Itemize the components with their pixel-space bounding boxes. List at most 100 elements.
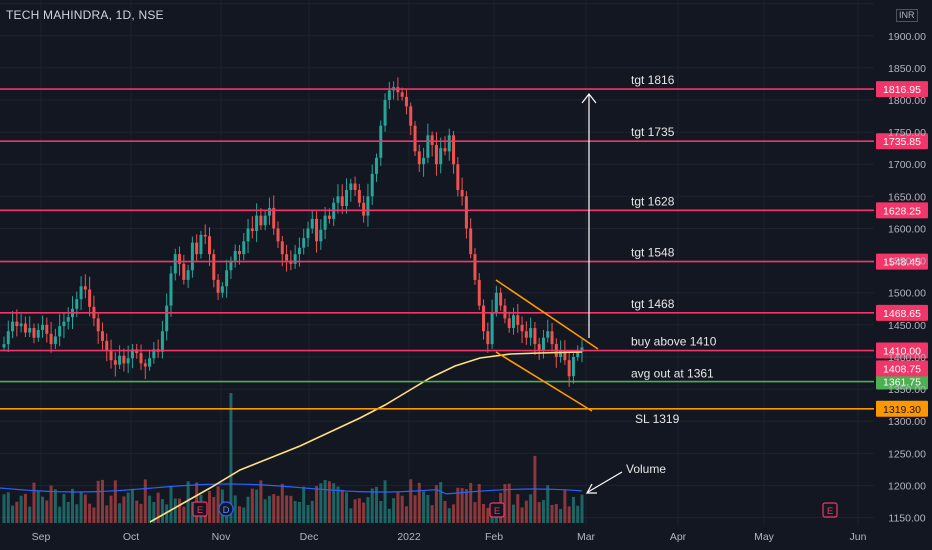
volume-bar (297, 501, 301, 523)
volume-bar (524, 500, 528, 523)
level-label-target: tgt 1548 (631, 246, 675, 260)
volume-bar (105, 505, 109, 523)
candle-body (417, 151, 421, 165)
candle-body (323, 215, 327, 230)
y-tick-label: 1650.00 (888, 191, 926, 203)
candle-body (409, 106, 413, 126)
volume-bar (58, 506, 62, 523)
volume-bar (374, 486, 378, 523)
candle-body (45, 324, 49, 334)
volume-bar (396, 491, 400, 523)
volume-bar (332, 483, 336, 523)
x-tick-label: 2022 (397, 531, 421, 543)
volume-bar (2, 494, 6, 523)
candle-body (362, 202, 366, 216)
volume-bar (100, 479, 104, 523)
candle-body (130, 349, 134, 359)
candle-body (293, 254, 297, 264)
candle-body (113, 360, 117, 365)
volume-bar (567, 506, 571, 523)
candle-body (242, 241, 246, 255)
candle-body (32, 328, 36, 338)
volume-bar (285, 495, 289, 523)
level-label-sl: SL 1319 (635, 412, 680, 426)
volume-label: Volume (626, 462, 666, 476)
y-tick-label: 1300.00 (888, 416, 926, 428)
candle-body (122, 355, 126, 364)
candle-body (250, 228, 254, 232)
price-tag-buy (876, 342, 928, 359)
volume-bar (507, 483, 511, 523)
candle-body (216, 279, 220, 293)
volume-bar (92, 507, 96, 523)
volume-bar (366, 497, 370, 523)
price-tag-target (876, 304, 928, 321)
candle-body (246, 228, 250, 242)
volume-bar (126, 492, 130, 523)
volume-bar (289, 495, 293, 523)
candle-body (503, 305, 507, 319)
volume-bar (53, 489, 57, 523)
volume-bar (139, 503, 143, 523)
currency-badge[interactable]: INR (896, 9, 918, 22)
y-tick-label: 1600.00 (888, 223, 926, 235)
volume-bar (212, 496, 216, 523)
candle-body (186, 270, 190, 280)
candle-body (353, 183, 357, 190)
volume-bar (242, 507, 246, 523)
volume-bar (315, 486, 319, 523)
y-tick-label: 1500.00 (888, 288, 926, 300)
volume-bar (15, 501, 19, 523)
volume-bar (23, 493, 27, 523)
volume-bar (362, 502, 366, 523)
candle-body (178, 254, 182, 264)
candle-body (195, 242, 199, 255)
candle-body (439, 148, 443, 165)
volume-bar (250, 488, 254, 523)
candle-body (327, 215, 331, 219)
candle-body (11, 321, 15, 332)
volume-bar (520, 507, 524, 523)
earnings-marker-icon[interactable] (489, 502, 505, 518)
volume-bar (173, 498, 177, 523)
candle-body (546, 331, 550, 338)
price-tag-text-target: 1468.65 (883, 308, 921, 320)
candle-body (576, 351, 580, 357)
volume-bar (434, 485, 438, 523)
candle-body (203, 234, 207, 237)
candle-body (49, 333, 53, 345)
price-tag-text-sl: 1319.30 (883, 404, 921, 416)
candle-body (139, 353, 143, 364)
volume-bar (486, 507, 490, 523)
earnings-marker-icon[interactable] (192, 501, 208, 517)
candle-body (550, 331, 554, 345)
volume-bar (482, 503, 486, 523)
volume-bar (259, 480, 263, 523)
candle-body (169, 273, 173, 306)
candle-body (507, 318, 511, 329)
candle-body (482, 305, 486, 332)
price-tag-target (876, 133, 928, 150)
volume-bar (182, 506, 186, 523)
y-tick-label: 1400.00 (888, 352, 926, 364)
y-tick-label: 1150.00 (888, 513, 925, 525)
y-tick-label: 1350.00 (888, 384, 926, 396)
candle-body (220, 286, 224, 293)
dividend-marker-icon[interactable] (218, 501, 234, 517)
candle-body (456, 164, 460, 190)
earnings-marker-icon[interactable] (822, 502, 838, 518)
candle-body (267, 207, 271, 216)
volume-bar (190, 501, 194, 523)
candle-body (75, 299, 79, 309)
volume-bar (79, 492, 83, 523)
volume-bar (293, 501, 297, 523)
volume-bar (83, 494, 87, 523)
volume-bar (62, 494, 66, 523)
volume-bar (178, 498, 182, 523)
candle-body (310, 218, 314, 229)
price-tag-target (876, 81, 928, 98)
candle-body (490, 311, 494, 345)
price-tag-target (876, 253, 928, 270)
candle-body (233, 250, 237, 261)
